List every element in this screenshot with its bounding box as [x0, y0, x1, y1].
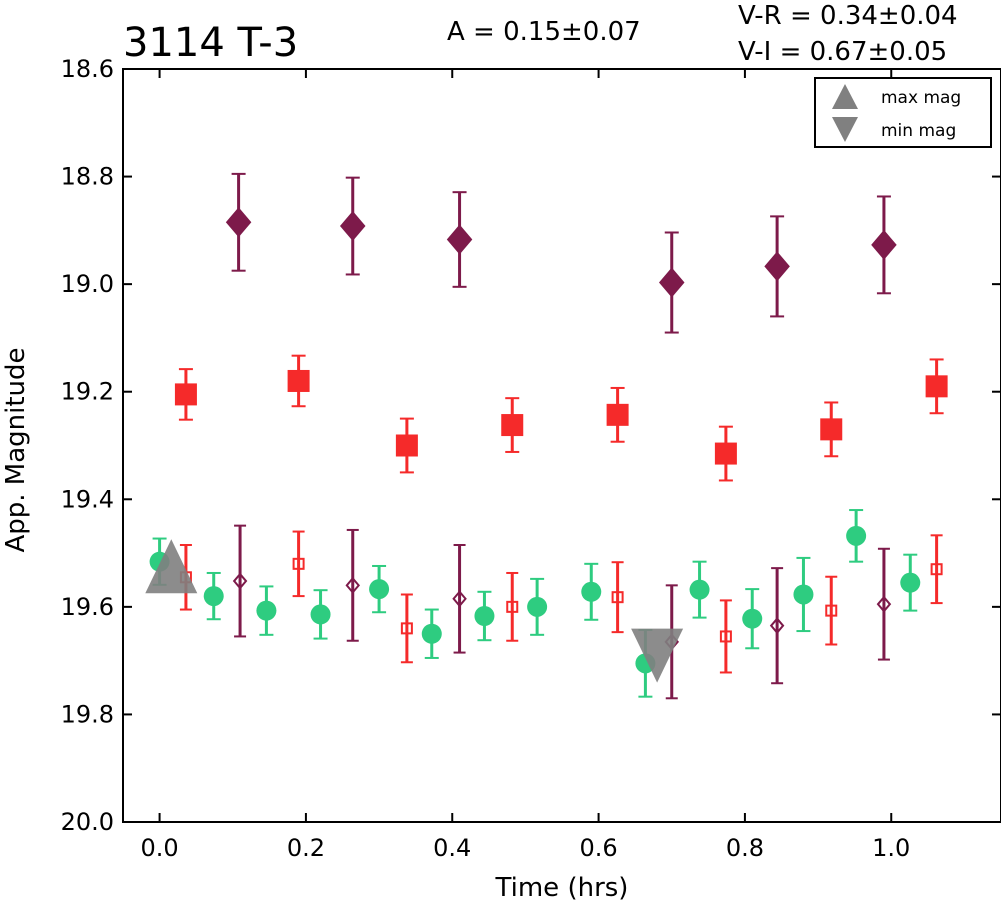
data-point-square-open: [930, 563, 943, 576]
data-point-diamond-open: [345, 576, 361, 594]
data-point-square: [820, 418, 843, 441]
x-tick-label: 0.4: [433, 834, 471, 862]
legend-min-mag-marker: [832, 117, 858, 142]
data-point-circle: [793, 584, 814, 605]
data-point-circle: [689, 579, 710, 600]
data-point-square: [606, 403, 629, 426]
axis-ticks: 0.0 0.2 0.4 0.6 0.8 1.0 18.6 18.8 19.0 19.2 19.4 19…: [61, 55, 1001, 862]
x-tick-label: 0.8: [726, 834, 764, 862]
data-point-square-open: [292, 557, 305, 570]
data-point-square: [174, 383, 197, 406]
data-point-circle: [846, 525, 867, 546]
data-point-circle: [256, 600, 277, 621]
data-point-diamond: [446, 224, 473, 255]
data-point-diamond: [659, 267, 685, 298]
y-tick-label: 20.0: [61, 808, 114, 836]
x-tick-label: 0.6: [579, 834, 617, 862]
y-tick-label: 18.6: [61, 55, 114, 83]
data-point-diamond: [339, 211, 366, 242]
amplitude-text: A = 0.15±0.07: [447, 17, 641, 47]
data-point-square-open: [825, 604, 838, 617]
data-point-diamond-open: [876, 595, 892, 613]
y-tick-label: 19.8: [61, 700, 114, 728]
y-tick-label: 18.8: [61, 163, 114, 191]
max-mag-marker: [145, 539, 198, 594]
x-tick-label: 0.0: [140, 834, 178, 862]
data-point-diamond-open: [769, 617, 785, 635]
data-point-circle: [474, 606, 495, 627]
data-point-diamond: [871, 229, 897, 260]
data-point-circle: [203, 586, 224, 607]
data-point-circle: [742, 608, 763, 629]
data-point-circle: [369, 579, 390, 600]
data-point-square-open: [400, 622, 413, 635]
data-point-square-open: [506, 600, 519, 613]
data-point-square-open: [611, 591, 624, 604]
data-point-square: [714, 442, 737, 465]
data-point-circle: [527, 596, 548, 617]
data-point-square-open: [719, 630, 732, 643]
data-marks: [145, 172, 948, 700]
legend: max mag min mag: [814, 77, 992, 148]
legend-max-mag-marker: [832, 84, 858, 109]
data-point-square: [287, 369, 310, 392]
data-point-square: [501, 414, 524, 437]
data-point-diamond: [225, 207, 252, 238]
color-index-v-i: V-I = 0.67±0.05: [738, 37, 947, 67]
min-mag-marker: [631, 628, 684, 683]
data-point-circle: [900, 572, 921, 593]
data-point-diamond-open: [232, 572, 248, 590]
data-point-circle: [310, 604, 331, 625]
plot-frame: [122, 68, 1001, 823]
x-tick-label: 0.2: [287, 834, 325, 862]
y-axis-label: App. Magnitude: [1, 347, 31, 552]
y-tick-label: 19.0: [61, 270, 114, 298]
y-tick-label: 19.4: [61, 485, 114, 513]
y-tick-label: 19.6: [61, 593, 114, 621]
x-axis-label: Time (hrs): [495, 873, 629, 903]
chart-title: 3114 T-3: [123, 20, 298, 66]
legend-min-mag-label: min mag: [881, 121, 956, 141]
data-point-square: [395, 434, 418, 457]
data-point-circle: [421, 623, 442, 644]
legend-max-mag-label: max mag: [881, 88, 961, 108]
data-point-circle: [581, 581, 602, 602]
y-tick-label: 19.2: [61, 378, 114, 406]
data-point-diamond: [764, 251, 790, 282]
color-index-v-r: V-R = 0.34±0.04: [738, 1, 958, 31]
data-point-diamond-open: [452, 590, 467, 608]
data-point-square: [925, 375, 948, 398]
x-tick-label: 1.0: [872, 834, 910, 862]
